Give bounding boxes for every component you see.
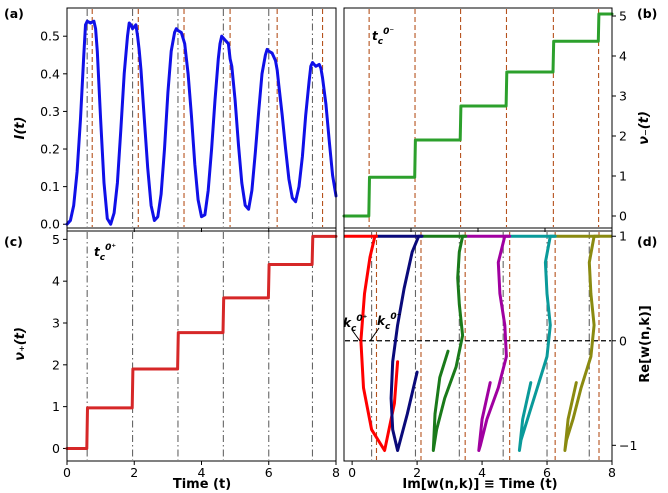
panel-b-ylabel: ν₋(t) xyxy=(637,111,652,145)
panel-d-xtick-label: 2 xyxy=(413,465,421,480)
panel-c-frame xyxy=(66,230,337,462)
panel-a-ytick-label: 0.0 xyxy=(40,217,60,232)
panel-d-series-5-line xyxy=(563,234,601,452)
panel-d-frame xyxy=(343,230,613,462)
panel-d-ytick-label: 0 xyxy=(619,333,627,348)
panel-d-tag: (d) xyxy=(637,234,657,249)
panel-c-ylabel: ν₊(t) xyxy=(13,327,28,361)
panel-c-ytick-label: 1 xyxy=(52,399,60,414)
panel-a-ytick-label: 0.4 xyxy=(40,66,60,81)
panel-c-tag: (c) xyxy=(4,234,23,249)
panel-d-ytick-label: 1 xyxy=(619,229,627,244)
panel-a-frame xyxy=(66,7,337,229)
panel-c-xtick-label: 0 xyxy=(63,465,71,480)
panel-c-series-0-line xyxy=(65,234,338,450)
panel-c-ytick-label: 5 xyxy=(52,232,60,247)
panel-c-ytick-label: 2 xyxy=(52,357,60,372)
panel-c: (c) ν₊(t) tc0⁺ Time (t) 0 1 2 3 4 5 0 2 4 6 8 xyxy=(4,230,340,492)
panel-a-ytick-label: 0.5 xyxy=(40,29,60,44)
panel-a-tag: (a) xyxy=(4,6,24,21)
panel-b-ytick-label: 1 xyxy=(619,169,627,184)
panel-d-arrow-right xyxy=(369,327,380,342)
panel-d-xtick-label: 8 xyxy=(608,465,616,480)
panel-c-xtick-label: 8 xyxy=(332,465,340,480)
panel-b-ytick-label: 2 xyxy=(619,129,627,144)
panel-d-arrow-left xyxy=(351,329,361,342)
panel-b-ytick-label: 0 xyxy=(619,209,627,224)
panel-b: (b) ν₋(t) tc0⁻ 0 1 2 3 4 5 xyxy=(342,6,657,232)
panel-d-ytick-label: −1 xyxy=(619,438,637,453)
panel-c-ytick-label: 3 xyxy=(52,316,60,331)
panel-d-xlabel: Im[w(n,k)] ≡ Time (t) xyxy=(402,477,557,492)
panel-d-annotation-left: kc0⁺ xyxy=(343,314,368,334)
panel-d: (d) Re[w(n,k)] Im[w(n,k)] ≡ Time (t) −1 0… xyxy=(343,229,657,492)
panel-b-annotation: tc0⁻ xyxy=(372,27,394,47)
panel-d-annotation-right: kc0⁻ xyxy=(377,312,402,332)
panel-a-ytick-label: 0.3 xyxy=(40,104,60,119)
panel-b-tag: (b) xyxy=(637,6,657,21)
panel-d-xtick-label: 0 xyxy=(348,465,356,480)
panel-a-ytick-label: 0.2 xyxy=(40,142,60,157)
panel-b-ytick-label: 5 xyxy=(619,9,627,24)
panel-b-ytick-label: 4 xyxy=(619,49,627,64)
panel-b-series-0-line xyxy=(342,12,614,218)
panel-d-ylabel: Re[w(n,k)] xyxy=(638,305,653,382)
panel-a-series-0-line xyxy=(65,19,338,226)
panel-d-series-3-line xyxy=(477,234,512,452)
panel-d-xtick-label: 6 xyxy=(543,465,551,480)
panel-c-xtick-label: 2 xyxy=(130,465,138,480)
panel-c-xlabel: Time (t) xyxy=(173,477,231,492)
panel-a: (a) I(t) 0.0 0.1 0.2 0.3 0.4 0.5 xyxy=(4,6,338,232)
panel-d-series-0-line xyxy=(359,234,400,452)
panel-a-ytick-label: 0.1 xyxy=(40,179,60,194)
panel-d-series-1-line xyxy=(389,234,424,452)
panel-c-xtick-label: 6 xyxy=(265,465,273,480)
panel-b-frame xyxy=(343,7,613,229)
panel-d-xtick-label: 4 xyxy=(478,465,486,480)
panel-d-series-4-line xyxy=(517,234,557,452)
panel-c-ytick-label: 0 xyxy=(52,441,60,456)
panel-c-xtick-label: 4 xyxy=(198,465,206,480)
panel-c-ytick-label: 4 xyxy=(52,274,60,289)
panel-c-annotation: tc0⁺ xyxy=(94,243,116,263)
panel-d-series-2-line xyxy=(431,234,468,452)
panel-b-ytick-label: 3 xyxy=(619,89,627,104)
panel-a-ylabel: I(t) xyxy=(13,117,28,140)
